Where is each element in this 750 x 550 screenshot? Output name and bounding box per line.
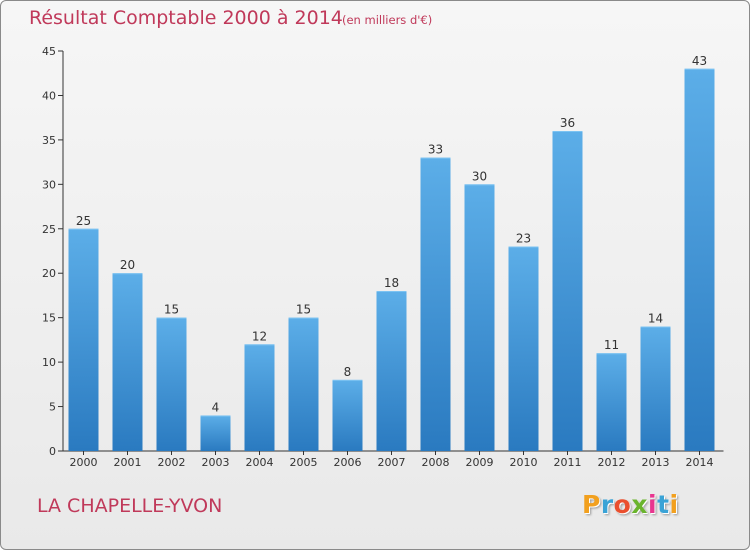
x-tick-label: 2011 [554, 456, 582, 469]
data-label: 23 [516, 232, 531, 246]
x-tick-label: 2005 [290, 456, 318, 469]
logo-letter: r [600, 490, 614, 519]
bar [68, 228, 99, 451]
labels: 0 5 10 15 20 25 30 35 40 45 2000 25 2001 20 2002 15 2003… [42, 45, 714, 469]
x-tick-label: 2001 [114, 456, 142, 469]
logo-letter: o [613, 490, 632, 519]
y-tick-label: 5 [49, 401, 56, 414]
bar [596, 353, 627, 451]
logo-letter: i [648, 490, 658, 519]
data-label: 43 [692, 54, 707, 68]
y-tick-label: 0 [49, 445, 56, 458]
bar [640, 326, 671, 451]
data-label: 15 [296, 303, 311, 317]
bar [332, 379, 363, 451]
bar [552, 131, 583, 451]
bar [376, 291, 407, 451]
bar [508, 246, 539, 451]
y-tick-label: 20 [42, 267, 56, 280]
chart-title: Résultat Comptable 2000 à 2014 [29, 7, 343, 29]
data-label: 11 [604, 338, 619, 352]
y-tick-label: 35 [42, 134, 56, 147]
x-tick-label: 2013 [642, 456, 670, 469]
x-tick-label: 2007 [378, 456, 406, 469]
y-tick-label: 30 [42, 178, 56, 191]
x-tick-label: 2006 [334, 456, 362, 469]
data-label: 14 [648, 312, 663, 326]
logo-letter: t [657, 490, 670, 519]
bar [112, 273, 143, 451]
proxiti-logo: Proxiti [582, 490, 679, 519]
x-tick-label: 2014 [686, 456, 714, 469]
y-tick-label: 25 [42, 223, 56, 236]
data-label: 20 [120, 258, 135, 272]
data-label: 12 [252, 329, 267, 343]
bars [68, 68, 715, 452]
data-label: 36 [560, 116, 575, 130]
bar [464, 184, 495, 452]
x-tick-label: 2000 [70, 456, 98, 469]
bar [200, 415, 231, 451]
logo-letter: x [631, 490, 648, 519]
data-label: 4 [212, 400, 220, 414]
logo-letter: i [669, 490, 679, 519]
logo-letter: P [582, 490, 601, 519]
data-label: 18 [384, 276, 399, 290]
bar [420, 157, 451, 451]
y-tick-label: 10 [42, 356, 56, 369]
y-tick-label: 40 [42, 89, 56, 102]
chart-unit-note: (en milliers d'€) [342, 13, 433, 27]
x-tick-label: 2010 [510, 456, 538, 469]
data-label: 25 [76, 214, 91, 228]
bar [156, 317, 187, 451]
y-tick-label: 15 [42, 312, 56, 325]
x-tick-label: 2004 [246, 456, 274, 469]
y-tick-label: 45 [42, 45, 56, 58]
data-label: 30 [472, 169, 487, 183]
bar [684, 68, 715, 452]
data-label: 33 [428, 143, 443, 157]
x-tick-label: 2008 [422, 456, 450, 469]
bar [244, 344, 275, 451]
x-tick-label: 2003 [202, 456, 230, 469]
data-label: 8 [344, 365, 352, 379]
bar [288, 317, 319, 451]
x-tick-label: 2012 [598, 456, 626, 469]
x-tick-label: 2009 [466, 456, 494, 469]
commune-name: LA CHAPELLE-YVON [37, 495, 223, 517]
data-label: 15 [164, 303, 179, 317]
x-tick-label: 2002 [158, 456, 186, 469]
